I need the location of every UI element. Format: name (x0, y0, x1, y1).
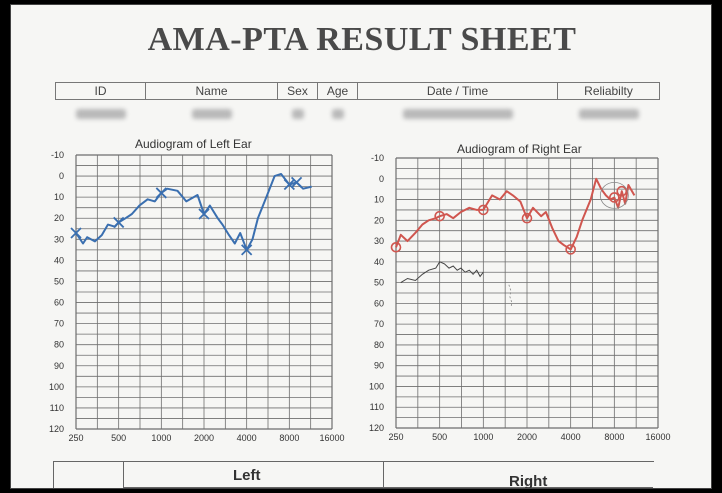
left-ear-x-marker (283, 178, 295, 191)
right-ear-o-marker (390, 242, 402, 253)
id-value-blurred (56, 100, 146, 123)
right-x-tick-label: 2000 (517, 432, 537, 442)
right-y-tick-label: 40 (374, 257, 384, 267)
date-value-blurred (358, 100, 558, 123)
left-y-tick-label: 110 (50, 403, 64, 413)
name-header: Name (145, 82, 278, 100)
id-header: ID (55, 82, 146, 100)
left-x-tick-label: 1000 (151, 433, 171, 443)
right-ear-o-marker (478, 204, 489, 216)
left-ear-audiogram: -10 0 10 20 30 40 50 60 70 80 90 100 110 120 250 500 100… (49, 150, 345, 443)
left-ear-x-marker (241, 244, 253, 256)
sex-value-blurred (278, 100, 318, 123)
name-value-blurred (146, 100, 278, 123)
right-y-tick-label: 0 (379, 174, 384, 184)
right-ear-o-marker (609, 192, 620, 203)
left-ear-x-marker (70, 227, 82, 239)
left-chart-title: Audiogram of Left Ear (135, 137, 252, 151)
right-x-tick-label: 250 (388, 432, 403, 442)
right-y-tick-label: 60 (374, 298, 384, 308)
pencil-mark (508, 284, 513, 308)
left-ear-x-marker (290, 176, 303, 189)
reliability-value-blurred (558, 100, 660, 123)
left-y-tick-label: 10 (54, 192, 64, 202)
right-ear-audiogram: -10 0 10 20 30 40 50 60 70 80 90 100 110 120 250 500 100… (369, 153, 671, 442)
right-ear-threshold-line (395, 177, 636, 251)
left-y-tick-label: -10 (51, 150, 64, 160)
left-x-tick-label: 4000 (237, 433, 257, 443)
right-y-tick-label: 20 (374, 215, 384, 225)
threshold-summary-table: Left Right 250 500 1000 2000 4000 (53, 461, 654, 489)
left-y-tick-label: 90 (54, 361, 64, 371)
right-x-tick-label: 500 (432, 432, 447, 442)
age-header: Age (317, 82, 358, 100)
left-y-tick-label: 40 (54, 255, 64, 265)
left-x-tick-label: 16000 (319, 433, 344, 443)
left-y-tick-label: 20 (54, 213, 64, 223)
right-y-tick-label: 10 (374, 195, 384, 205)
right-y-tick-label: -10 (371, 153, 384, 163)
right-x-tick-label: 8000 (604, 432, 624, 442)
right-x-tick-label: 16000 (645, 432, 670, 442)
left-y-tick-label: 120 (49, 424, 64, 434)
left-y-tick-label: 100 (49, 382, 64, 392)
right-ear-o-marker (521, 212, 533, 224)
left-y-tick-label: 80 (54, 340, 64, 350)
right-y-tick-label: 110 (370, 402, 384, 412)
left-ear-x-marker (198, 208, 210, 220)
left-ear-x-marker (155, 187, 167, 199)
patient-info-table: ID Name Sex Age Date / Time Reliabilty (55, 82, 660, 122)
left-y-tick-label: 30 (54, 234, 64, 244)
left-y-tick-label: 60 (54, 298, 64, 308)
right-x-tick-label: 4000 (561, 432, 581, 442)
result-sheet: AMA-PTA RESULT SHEET ID Name Sex Age Dat… (10, 4, 712, 489)
left-summary-label: Left (233, 467, 261, 484)
right-y-tick-label: 70 (374, 319, 384, 329)
right-y-tick-label: 120 (369, 423, 384, 433)
right-y-tick-label: 100 (369, 381, 384, 391)
left-x-tick-label: 500 (111, 433, 126, 443)
right-ear-o-marker (434, 210, 445, 222)
right-x-tick-label: 1000 (473, 432, 493, 442)
right-ear-o-marker (616, 185, 628, 197)
left-x-tick-label: 2000 (194, 433, 214, 443)
right-chart-title: Audiogram of Right Ear (457, 142, 582, 156)
right-y-tick-label: 80 (374, 340, 384, 350)
left-x-tick-label: 250 (68, 433, 83, 443)
left-ear-threshold-line (75, 173, 312, 251)
age-value-blurred (318, 100, 358, 123)
pencil-scribble-line (400, 261, 484, 284)
right-y-tick-label: 90 (374, 361, 384, 371)
left-y-tick-label: 70 (54, 319, 64, 329)
left-y-tick-label: 50 (54, 276, 64, 286)
sex-header: Sex (277, 82, 318, 100)
sheet-title: AMA-PTA RESULT SHEET (147, 21, 577, 58)
reliability-header: Reliabilty (557, 82, 660, 100)
right-summary-label: Right (509, 473, 548, 489)
right-y-tick-label: 30 (374, 236, 384, 246)
right-y-tick-label: 50 (374, 278, 384, 288)
right-ear-o-marker (565, 244, 576, 255)
pencil-circle-mark (599, 181, 629, 209)
left-x-tick-label: 8000 (279, 433, 299, 443)
date-time-header: Date / Time (357, 82, 558, 100)
left-y-tick-label: 0 (59, 171, 64, 181)
left-ear-x-marker (113, 216, 125, 229)
